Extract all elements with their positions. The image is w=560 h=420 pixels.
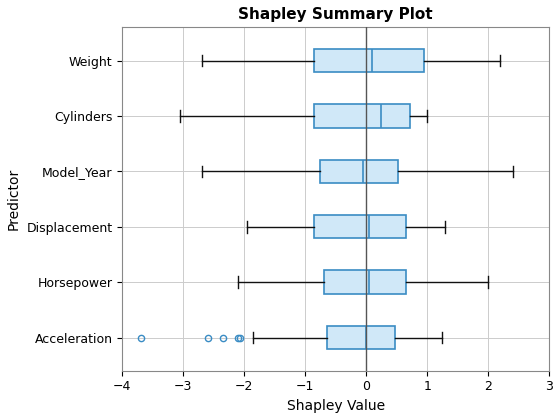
Title: Shapley Summary Plot: Shapley Summary Plot [239, 7, 433, 22]
PathPatch shape [324, 270, 406, 294]
PathPatch shape [320, 160, 398, 183]
X-axis label: Shapley Value: Shapley Value [287, 399, 385, 413]
PathPatch shape [314, 49, 424, 72]
Y-axis label: Predictor: Predictor [7, 168, 21, 230]
PathPatch shape [326, 326, 395, 349]
PathPatch shape [314, 104, 410, 128]
PathPatch shape [314, 215, 406, 239]
